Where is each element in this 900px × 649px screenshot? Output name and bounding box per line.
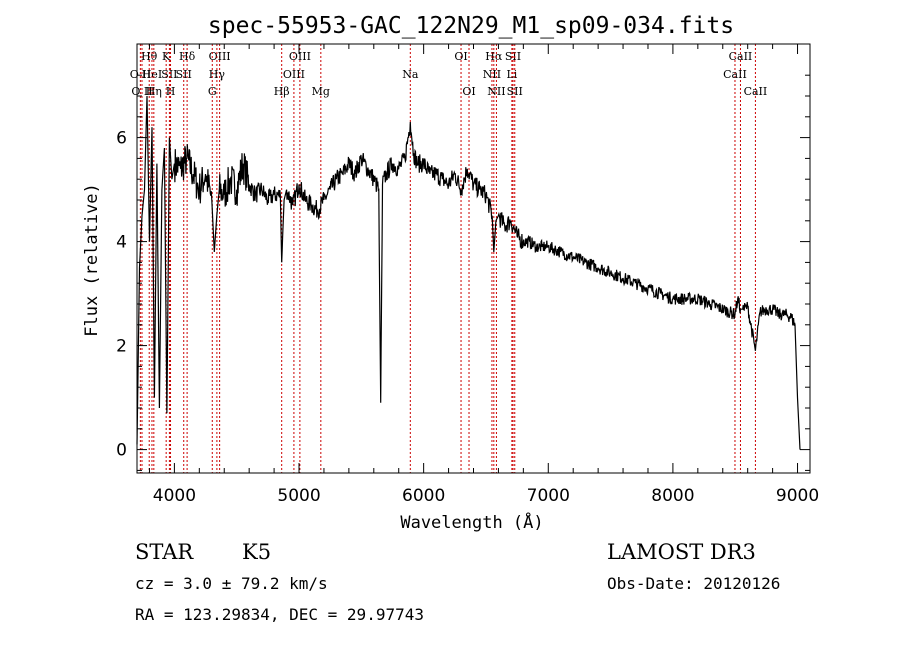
y-tick-label: 4: [116, 233, 127, 253]
x-axis-label: Wavelength (Å): [400, 511, 543, 533]
line-label: OI: [462, 85, 475, 98]
line-label: HeI: [142, 68, 162, 81]
line-label: SII: [505, 50, 521, 63]
line-label: K: [162, 50, 171, 63]
y-axis-label: Flux (relative): [82, 183, 102, 337]
coordinates: RA = 123.29834, DEC = 29.97743: [135, 605, 424, 624]
x-tick-label: 4000: [153, 486, 196, 506]
x-tick-label: 9000: [776, 486, 819, 506]
object-subclass: K5: [242, 540, 272, 564]
x-tick-label: 8000: [651, 486, 694, 506]
line-label: CaII: [729, 50, 753, 63]
spectrum-series-line: [136, 95, 801, 450]
line-label: H: [166, 85, 176, 98]
y-tick-label: 0: [116, 441, 127, 461]
line-label: Li: [506, 68, 517, 81]
line-label: G: [208, 85, 217, 98]
y-tick-label: 6: [116, 129, 127, 149]
line-label: Hα: [485, 50, 503, 63]
line-label: CaII: [723, 68, 747, 81]
x-tick-label: 5000: [277, 486, 320, 506]
line-label: Mg: [312, 85, 330, 98]
line-label: Hγ: [209, 68, 226, 81]
line-label: Hβ: [274, 85, 290, 98]
line-label: OIII: [289, 50, 311, 63]
line-label: CaII: [744, 85, 768, 98]
plot-frame: [136, 43, 811, 474]
line-label: Hθ: [141, 50, 158, 63]
line-label: NII: [487, 85, 505, 98]
y-tick-label: 2: [116, 337, 127, 357]
axis-ticks: 4000 5000 6000 7000 8000 9000 0 2 4 6: [116, 44, 819, 506]
line-label: OI: [454, 50, 467, 63]
line-label: O II: [130, 68, 151, 81]
chart-title: spec-55953-GAC_122N29_M1_sp09-034.fits: [208, 13, 734, 39]
line-label: NII: [483, 68, 501, 81]
line-label: SII: [176, 68, 192, 81]
line-label: SII: [161, 68, 177, 81]
x-tick-label: 6000: [402, 486, 445, 506]
line-label: Na: [402, 68, 419, 81]
line-label: OIII: [209, 50, 231, 63]
line-label: OIII: [283, 68, 305, 81]
redshift-value: cz = 3.0 ± 79.2 km/s: [135, 574, 328, 593]
x-tick-label: 7000: [527, 486, 570, 506]
survey-name: LAMOST DR3: [607, 540, 756, 564]
object-class: STAR: [135, 540, 194, 564]
line-label: Hη: [146, 85, 162, 98]
observation-date: Obs-Date: 20120126: [607, 574, 781, 593]
line-label: SII: [507, 85, 523, 98]
line-label: Hδ: [179, 50, 196, 63]
